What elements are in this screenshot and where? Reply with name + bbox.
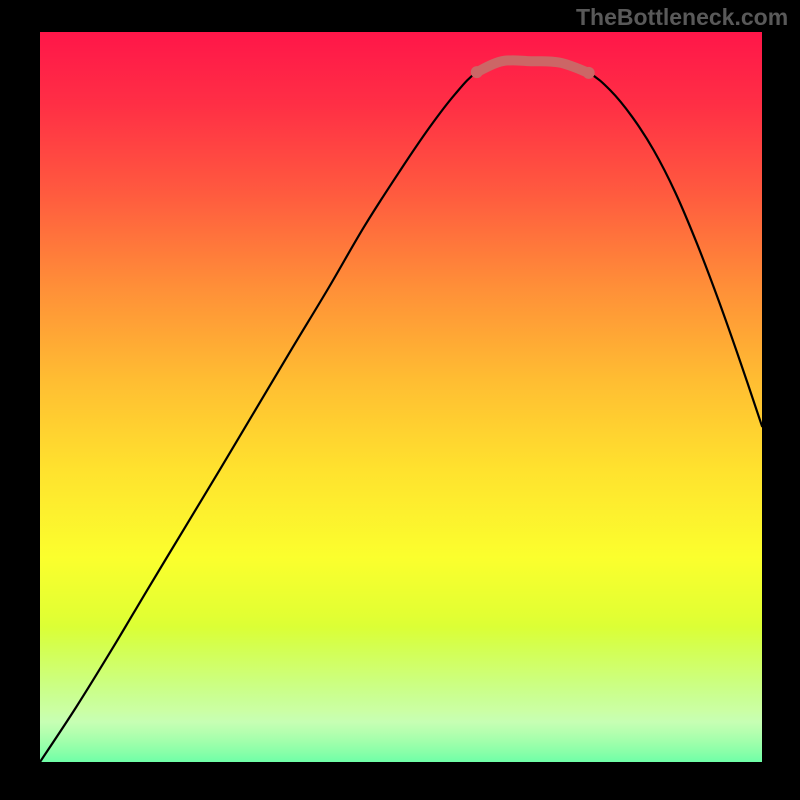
attribution-text: TheBottleneck.com <box>576 4 788 31</box>
minimum-marker-start-dot <box>471 66 483 78</box>
bottleneck-chart <box>40 32 762 762</box>
minimum-marker-end-dot <box>583 67 595 79</box>
chart-svg <box>40 32 762 762</box>
glow-band <box>40 627 762 762</box>
